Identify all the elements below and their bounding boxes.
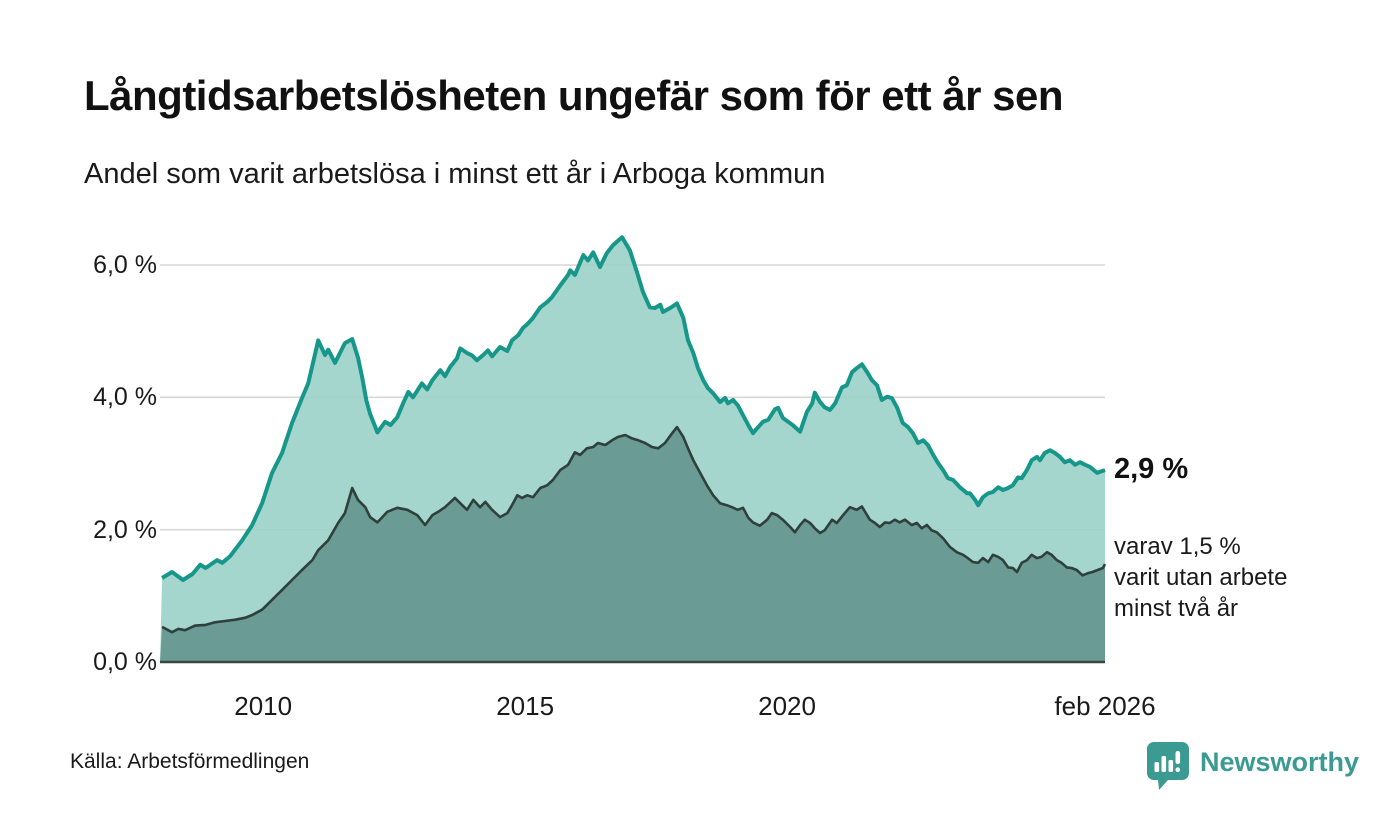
page-subtitle: Andel som varit arbetslösa i minst ett å… xyxy=(84,158,826,190)
brand-name: Newsworthy xyxy=(1200,747,1360,777)
area-fill-two-plus-years xyxy=(160,427,1105,662)
y-axis-tick: 6,0 % xyxy=(93,251,157,279)
x-axis-tick: feb 2026 xyxy=(1054,691,1156,721)
y-axis-tick: 2,0 % xyxy=(93,515,157,544)
newsworthy-logo-icon xyxy=(1147,742,1189,790)
chart-series xyxy=(160,235,1107,662)
page-title: Långtidsarbetslösheten ungefär som för e… xyxy=(84,72,1064,119)
latest-value-label: 2,9 % xyxy=(1114,453,1189,485)
secondary-line-3: minst två år xyxy=(1114,595,1239,622)
line-two-plus-years xyxy=(161,425,1107,634)
secondary-line-1: varav 1,5 % xyxy=(1114,533,1241,560)
brand-footer: Newsworthy xyxy=(1146,741,1359,791)
source-note: Källa: Arbetsförmedlingen xyxy=(70,750,310,773)
secondary-line-2: varit utan arbete xyxy=(1114,564,1288,591)
secondary-value-label: varav 1,5 % varit utan arbete minst två … xyxy=(1114,531,1287,624)
y-axis-tick: 0,0 % xyxy=(93,648,157,676)
x-axis-tick: 2010 xyxy=(234,691,293,721)
x-axis-tick: 2015 xyxy=(496,691,555,721)
y-axis-tick: 4,0 % xyxy=(93,383,157,412)
line-total xyxy=(161,235,1106,582)
x-axis-tick: 2020 xyxy=(758,691,816,721)
